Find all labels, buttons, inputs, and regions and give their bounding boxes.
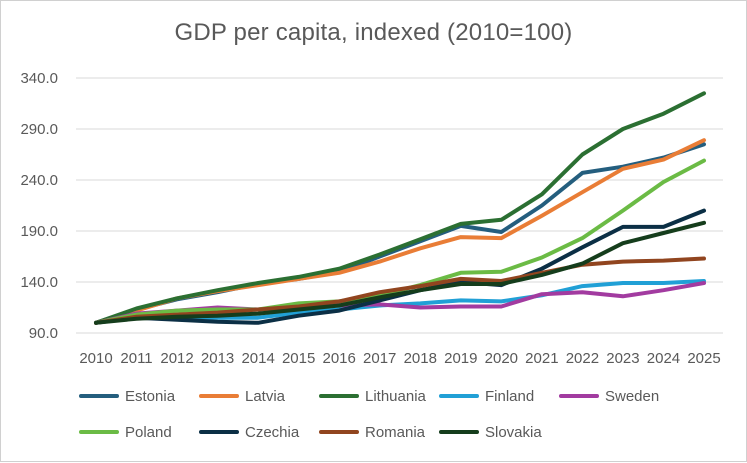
legend-swatch bbox=[79, 394, 119, 398]
legend-label: Estonia bbox=[125, 387, 176, 405]
y-tick-label: 190.0 bbox=[20, 223, 58, 240]
y-tick-label: 240.0 bbox=[20, 172, 58, 189]
chart-title: GDP per capita, indexed (2010=100) bbox=[174, 19, 573, 46]
x-tick-label: 2022 bbox=[566, 350, 599, 367]
legend-item-poland: Poland bbox=[79, 423, 199, 441]
legend-label: Slovakia bbox=[485, 423, 542, 441]
series-line-slovakia bbox=[94, 220, 706, 325]
y-tick-label: 340.0 bbox=[20, 70, 58, 87]
legend-item-estonia: Estonia bbox=[79, 387, 199, 405]
legend: Estonia Latvia Lithuania Finland Sweden Polan… bbox=[79, 387, 719, 441]
legend-swatch bbox=[199, 430, 239, 434]
legend-item-latvia: Latvia bbox=[199, 387, 319, 405]
y-tick-label: 90.0 bbox=[29, 325, 58, 342]
legend-swatch bbox=[439, 394, 479, 398]
x-tick-label: 2021 bbox=[525, 350, 558, 367]
legend-swatch bbox=[79, 430, 119, 434]
y-tick-label: 290.0 bbox=[20, 121, 58, 138]
x-tick-label: 2015 bbox=[282, 350, 315, 367]
series-line-romania bbox=[94, 256, 706, 325]
legend-label: Poland bbox=[125, 423, 172, 441]
x-axis-tick-labels: 2010 2011 2012 2013 2014 2015 2016 2017 2018 2019… bbox=[79, 350, 720, 367]
legend-label: Latvia bbox=[245, 387, 286, 405]
legend-item-romania: Romania bbox=[319, 423, 439, 441]
x-tick-label: 2011 bbox=[120, 350, 152, 367]
y-tick-label: 140.0 bbox=[20, 274, 58, 291]
x-tick-label: 2014 bbox=[241, 350, 274, 367]
x-tick-label: 2017 bbox=[363, 350, 396, 367]
x-tick-label: 2019 bbox=[444, 350, 477, 367]
legend-swatch bbox=[319, 394, 359, 398]
legend-label: Czechia bbox=[245, 423, 300, 441]
legend-item-czechia: Czechia bbox=[199, 423, 319, 441]
x-tick-label: 2023 bbox=[606, 350, 639, 367]
x-tick-label: 2020 bbox=[485, 350, 518, 367]
legend-label: Finland bbox=[485, 387, 535, 405]
x-tick-label: 2010 bbox=[79, 350, 112, 367]
legend-swatch bbox=[199, 394, 239, 398]
legend-item-lithuania: Lithuania bbox=[319, 387, 439, 405]
series-line-lithuania bbox=[94, 91, 706, 325]
x-tick-label: 2012 bbox=[160, 350, 193, 367]
legend-label: Sweden bbox=[605, 387, 660, 405]
legend-swatch bbox=[319, 430, 359, 434]
gridlines bbox=[76, 77, 723, 334]
legend-swatch bbox=[439, 430, 479, 434]
legend-item-finland: Finland bbox=[439, 387, 559, 405]
x-tick-label: 2016 bbox=[323, 350, 356, 367]
x-tick-label: 2024 bbox=[647, 350, 680, 367]
x-tick-label: 2025 bbox=[687, 350, 720, 367]
x-tick-label: 2013 bbox=[201, 350, 234, 367]
x-tick-label: 2018 bbox=[404, 350, 437, 367]
legend-item-sweden: Sweden bbox=[559, 387, 679, 405]
legend-swatch bbox=[559, 394, 599, 398]
y-axis-tick-labels: 90.0 140.0 190.0 240.0 290.0 340.0 bbox=[20, 70, 58, 342]
legend-label: Lithuania bbox=[365, 387, 426, 405]
legend-item-slovakia: Slovakia bbox=[439, 423, 559, 441]
series-lines bbox=[94, 91, 706, 325]
legend-label: Romania bbox=[365, 423, 426, 441]
